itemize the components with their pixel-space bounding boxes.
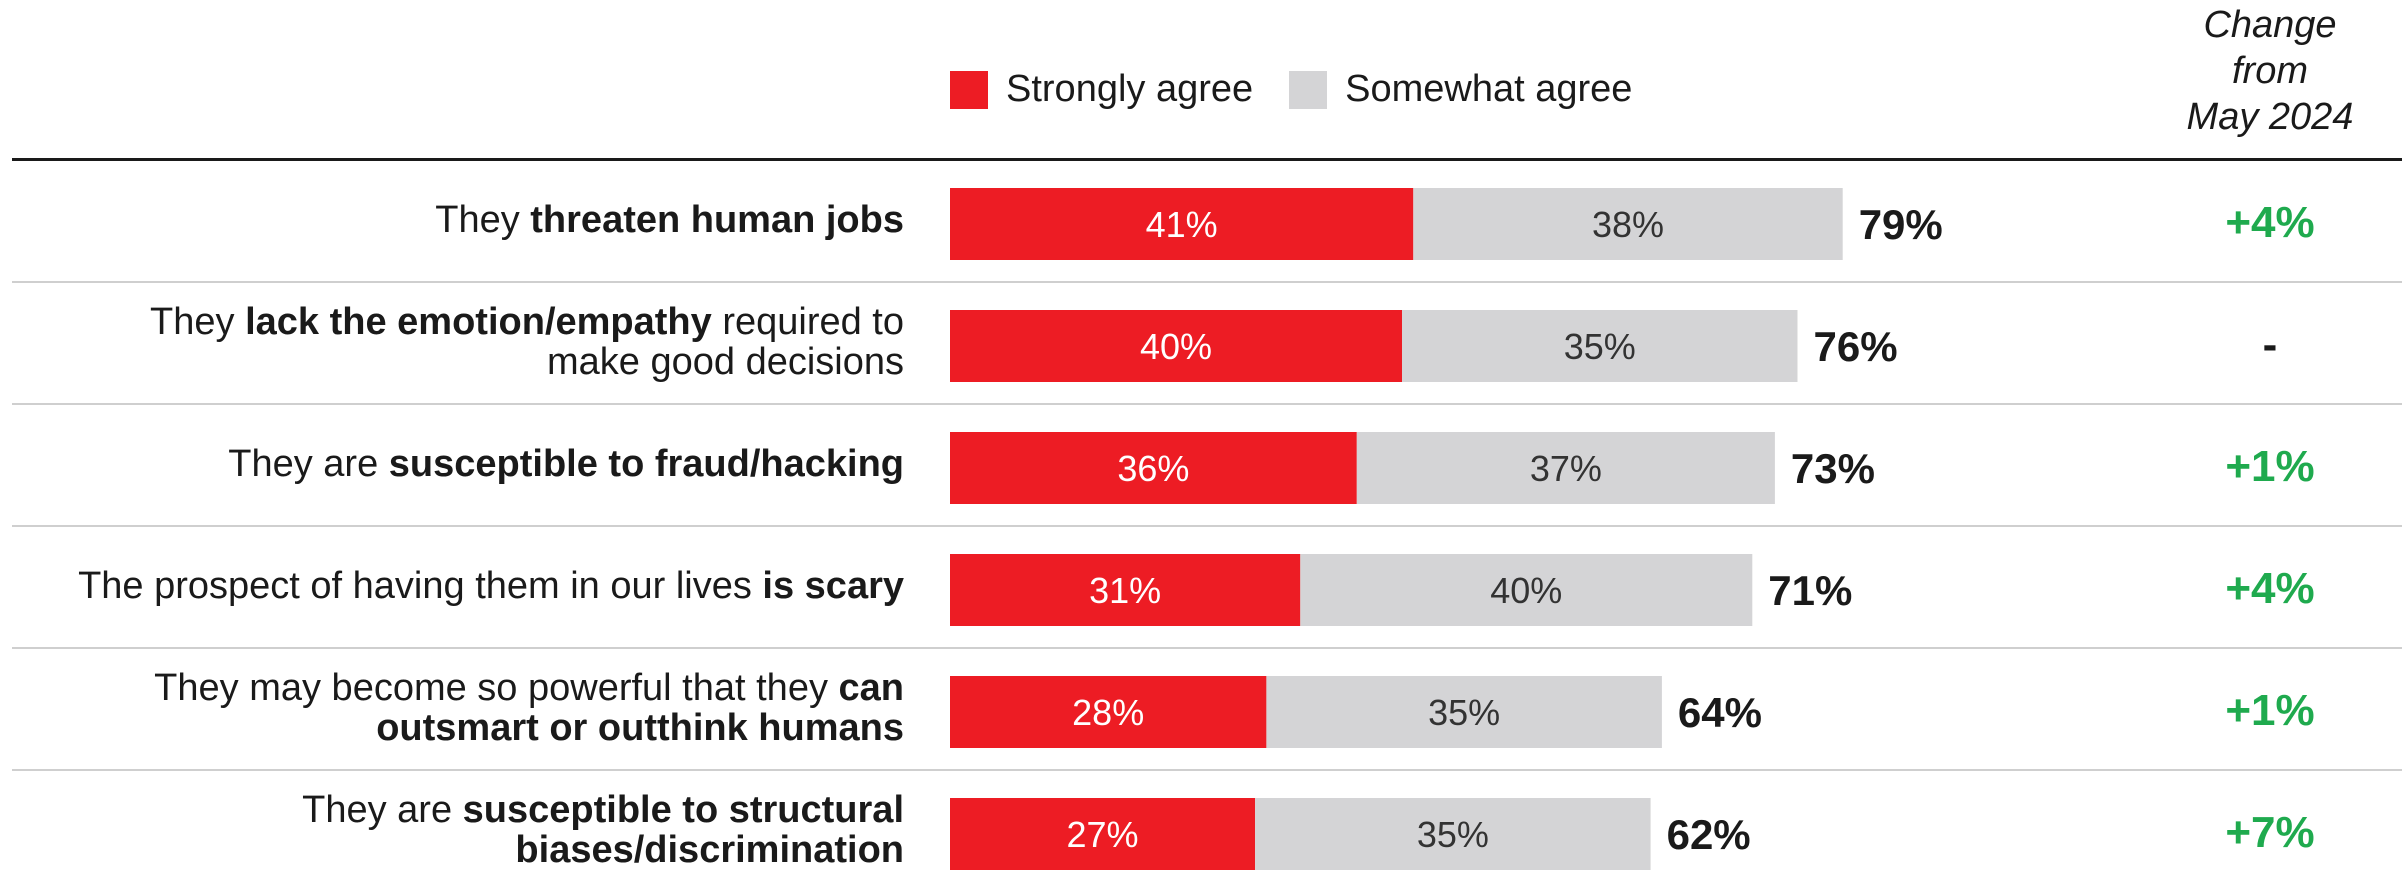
change-column-header: Change from May 2024	[2140, 2, 2400, 140]
legend-label-somewhat-agree: Somewhat agree	[1345, 68, 1633, 110]
bar-somewhat-agree	[1255, 798, 1651, 870]
bar-strongly-agree	[950, 310, 1402, 382]
change-header-line: from	[2232, 50, 2308, 92]
change-value: +4%	[2225, 198, 2315, 247]
total-label: 71%	[1768, 567, 1852, 614]
data-label-strongly-agree: 36%	[1117, 448, 1189, 489]
data-label-somewhat-agree: 35%	[1564, 326, 1636, 367]
category-label: They may become so powerful that they ca…	[12, 668, 904, 748]
bar-strongly-agree	[950, 188, 1414, 260]
category-label: They are susceptible to fraud/hacking	[12, 444, 904, 484]
legend-label-strongly-agree: Strongly agree	[1006, 68, 1254, 110]
total-label: 64%	[1678, 689, 1762, 736]
data-label-somewhat-agree: 38%	[1592, 204, 1664, 245]
header-divider	[12, 158, 2402, 161]
category-label-text: required to	[711, 301, 904, 343]
data-label-strongly-agree: 41%	[1146, 204, 1218, 245]
total-label: 79%	[1859, 201, 1943, 248]
category-label-emphasis: can	[838, 667, 904, 709]
category-label-text: make good decisions	[547, 341, 904, 383]
category-label-text: They	[435, 199, 531, 241]
category-label: The prospect of having them in our lives…	[12, 566, 904, 606]
bar-somewhat-agree	[1413, 188, 1843, 260]
change-value: +1%	[2225, 442, 2315, 491]
bar-strongly-agree	[950, 432, 1357, 504]
bar-strongly-agree	[950, 676, 1267, 748]
legend-swatch-somewhat-agree	[1289, 70, 1328, 109]
data-label-strongly-agree: 40%	[1140, 326, 1212, 367]
total-label: 62%	[1667, 811, 1751, 858]
category-label: They lack the emotion/empathy required t…	[12, 302, 904, 382]
data-label-somewhat-agree: 40%	[1490, 570, 1562, 611]
category-label-text: They are	[228, 443, 389, 485]
change-value: +1%	[2225, 686, 2315, 735]
change-value: +4%	[2225, 564, 2315, 613]
data-label-strongly-agree: 31%	[1089, 570, 1161, 611]
category-label-text: They	[150, 301, 246, 343]
category-label-text: They may become so powerful that they	[154, 667, 839, 709]
category-label-emphasis: lack the emotion/empathy	[245, 301, 712, 343]
data-label-strongly-agree: 28%	[1072, 692, 1144, 733]
total-label: 73%	[1791, 445, 1875, 492]
legend-swatch-strongly-agree	[950, 70, 988, 109]
legend: Strongly agree Somewhat agree	[950, 68, 1668, 111]
data-label-somewhat-agree: 35%	[1428, 692, 1500, 733]
bar-somewhat-agree	[1356, 432, 1775, 504]
change-header-line: Change	[2203, 4, 2337, 46]
change-header-line: May 2024	[2186, 96, 2354, 138]
legend-item-strongly-agree: Strongly agree	[950, 68, 1253, 111]
data-label-somewhat-agree: 35%	[1417, 814, 1489, 855]
data-label-strongly-agree: 27%	[1067, 814, 1139, 855]
bar-strongly-agree	[950, 554, 1301, 626]
category-label: They are susceptible to structural biases…	[12, 790, 904, 870]
category-label-emphasis: outsmart or outthink humans	[376, 707, 904, 749]
change-value: +7%	[2225, 808, 2315, 857]
category-label-text: They are	[302, 789, 463, 831]
change-value: -	[2262, 320, 2278, 369]
data-label-somewhat-agree: 37%	[1530, 448, 1602, 489]
category-label-emphasis: is scary	[762, 565, 904, 607]
legend-item-somewhat-agree: Somewhat agree	[1289, 68, 1632, 111]
bar-somewhat-agree	[1266, 676, 1662, 748]
category-label: They threaten human jobs	[12, 200, 904, 240]
category-label-emphasis: susceptible to fraud/hacking	[388, 443, 904, 485]
bar-strongly-agree	[950, 798, 1256, 870]
bar-somewhat-agree	[1300, 554, 1753, 626]
category-label-emphasis: threaten human jobs	[530, 199, 904, 241]
total-label: 76%	[1814, 323, 1898, 370]
category-label-emphasis: biases/discrimination	[515, 829, 904, 871]
category-label-text: The prospect of having them in our lives	[78, 565, 763, 607]
category-label-emphasis: susceptible to structural	[462, 789, 904, 831]
bar-somewhat-agree	[1402, 310, 1798, 382]
